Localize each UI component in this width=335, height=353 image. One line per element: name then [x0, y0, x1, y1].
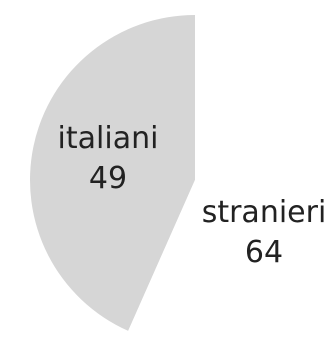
- slice-label-italiani: italiani: [58, 121, 159, 156]
- pie-slice-stranieri: [128, 15, 335, 345]
- slice-label-stranieri: stranieri: [202, 195, 327, 230]
- slice-value-stranieri: 64: [245, 235, 283, 270]
- pie-slice-italiani: [30, 15, 195, 331]
- slice-value-italiani: 49: [89, 161, 127, 196]
